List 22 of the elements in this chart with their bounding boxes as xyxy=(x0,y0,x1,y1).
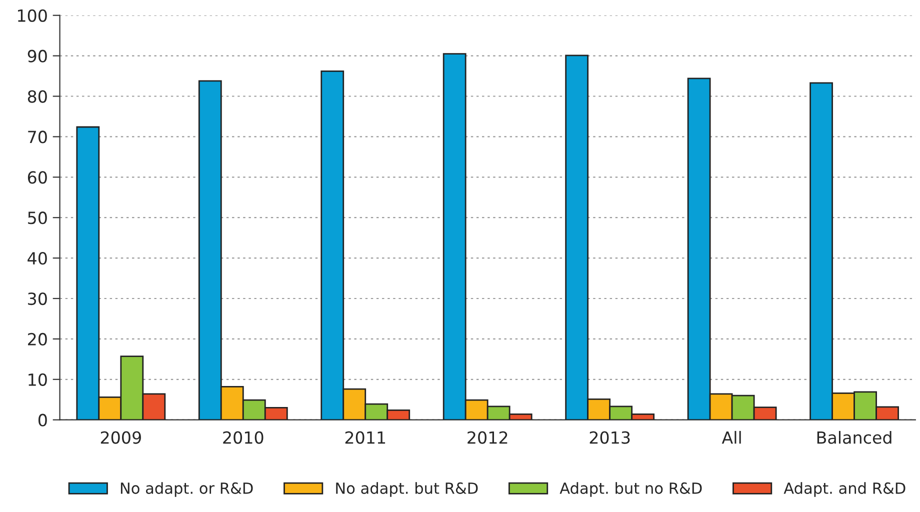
legend-label: No adapt. but R&D xyxy=(336,482,478,497)
y-tick-label: 80 xyxy=(28,90,47,103)
y-tick-label: 10 xyxy=(28,373,47,386)
x-tick-label: 2010 xyxy=(223,431,264,444)
x-tick-label: 2013 xyxy=(590,431,630,444)
x-tick-label: All xyxy=(722,430,741,444)
x-tick-label: 2009 xyxy=(100,431,141,444)
y-tick-label: 70 xyxy=(28,130,47,144)
x-tick-label: 2012 xyxy=(468,431,508,444)
x-tick-label: 2011 xyxy=(345,431,386,444)
y-tick-label: 30 xyxy=(28,292,47,306)
y-tick-label: 20 xyxy=(28,332,47,346)
legend-label: Adapt. and R&D xyxy=(784,482,906,497)
y-tick-label: 40 xyxy=(28,252,47,265)
y-tick-label: 50 xyxy=(28,212,47,224)
y-tick-label: 100 xyxy=(18,9,47,22)
y-tick-label: 90 xyxy=(28,50,47,62)
y-tick-label: 0 xyxy=(38,414,47,426)
legend-label: No adapt. or R&D xyxy=(120,482,253,497)
legend-label: Adapt. but no R&D xyxy=(560,482,702,497)
x-tick-label: Balanced xyxy=(817,430,892,444)
y-tick-label: 60 xyxy=(28,171,47,184)
